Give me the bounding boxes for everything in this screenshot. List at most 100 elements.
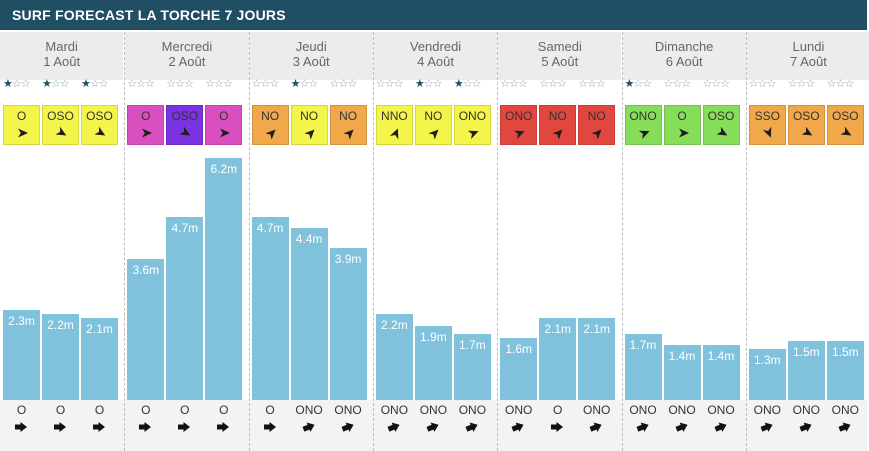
wind-arrow-icon xyxy=(428,129,439,139)
wave-bar xyxy=(624,333,662,400)
star-empty-icon: ☆ xyxy=(711,78,721,90)
star-empty-icon: ☆ xyxy=(347,78,357,90)
star-empty-icon: ☆ xyxy=(98,78,109,90)
wind-cell: NO xyxy=(539,105,577,145)
star-rating: ★☆☆ xyxy=(42,76,79,92)
day-name: Vendredi xyxy=(409,39,462,54)
star-empty-icon: ☆ xyxy=(223,78,233,90)
wave-bar xyxy=(3,310,40,400)
wind-direction: OSO xyxy=(792,109,820,123)
star-empty-icon: ☆ xyxy=(826,78,837,90)
wind-direction: ONO xyxy=(629,109,657,123)
swell-direction: ONO xyxy=(295,403,323,417)
wind-arrow-icon xyxy=(467,130,479,139)
swell-arrow-icon xyxy=(511,422,524,432)
star-empty-icon: ☆ xyxy=(136,78,146,90)
wind-arrow-icon xyxy=(389,128,399,139)
star-rating: ☆☆☆ xyxy=(500,76,537,92)
wind-cell: NNO xyxy=(375,105,413,145)
wind-cell: OSO xyxy=(81,105,118,145)
wind-direction: OSO xyxy=(831,109,859,123)
star-empty-icon: ☆ xyxy=(471,78,482,90)
wind-cell: O xyxy=(127,105,165,145)
star-empty-icon: ☆ xyxy=(89,78,100,90)
day-name: Mercredi xyxy=(161,39,213,54)
wave-bar xyxy=(127,259,165,400)
wind-arrow-icon xyxy=(180,127,191,136)
wind-direction: ONO xyxy=(505,109,533,123)
wind-direction: ONO xyxy=(458,109,487,123)
swell-direction: ONO xyxy=(668,403,696,417)
wind-arrow-icon xyxy=(220,128,231,138)
star-empty-icon: ☆ xyxy=(805,78,816,90)
wave-bar xyxy=(251,216,289,400)
day-separator xyxy=(497,32,499,451)
star-empty-icon: ☆ xyxy=(338,78,348,90)
wave-height-label: 1.7m xyxy=(629,337,657,352)
star-empty-icon: ☆ xyxy=(393,78,404,90)
star-empty-icon: ☆ xyxy=(175,78,185,90)
star-rating: ★☆☆ xyxy=(81,76,118,92)
star-rating: ☆☆☆ xyxy=(205,76,242,92)
wave-height-label: 1.9m xyxy=(420,329,447,344)
day-date: 5 Août xyxy=(541,54,579,69)
swell-arrow-icon xyxy=(139,422,152,432)
swell-direction: ONO xyxy=(753,403,781,417)
wave-height-label: 2.1m xyxy=(544,322,572,337)
star-empty-icon: ☆ xyxy=(844,78,855,90)
star-empty-icon: ☆ xyxy=(269,78,279,90)
star-rating: ★☆☆ xyxy=(625,76,662,92)
star-empty-icon: ☆ xyxy=(548,78,558,90)
star-empty-icon: ☆ xyxy=(166,78,176,90)
star-empty-icon: ☆ xyxy=(757,78,768,90)
swell-direction: ONO xyxy=(831,403,859,417)
swell-direction: O xyxy=(141,403,151,417)
star-rating: ★☆☆ xyxy=(415,76,452,92)
star-empty-icon: ☆ xyxy=(299,78,309,90)
day-date: 7 Août xyxy=(790,54,827,69)
wind-cell: NO xyxy=(251,105,289,145)
star-empty-icon: ☆ xyxy=(720,78,730,90)
star-empty-icon: ☆ xyxy=(11,78,22,90)
star-rating: ☆☆☆ xyxy=(330,76,367,92)
wave-bar xyxy=(375,314,413,400)
star-rating: ☆☆☆ xyxy=(127,76,164,92)
wind-arrow-icon xyxy=(801,127,813,136)
wind-cell: NO xyxy=(290,105,328,145)
star-rating: ☆☆☆ xyxy=(252,76,289,92)
swell-arrow-icon xyxy=(93,422,105,432)
day-separator xyxy=(124,32,126,451)
star-rating: ★☆☆ xyxy=(3,76,40,92)
star-filled-icon: ★ xyxy=(42,78,52,90)
day-date: 6 Août xyxy=(665,54,703,69)
wave-bar xyxy=(539,318,577,400)
star-empty-icon: ☆ xyxy=(702,78,713,90)
wave-bar xyxy=(787,341,825,400)
wind-cell: OSO xyxy=(702,105,740,145)
day-separator xyxy=(372,32,374,451)
wind-cell: ONO xyxy=(453,105,491,145)
star-empty-icon: ☆ xyxy=(556,78,567,90)
wind-cell: SSO xyxy=(748,105,786,145)
star-empty-icon: ☆ xyxy=(787,78,798,90)
swell-arrow-icon xyxy=(589,422,602,432)
wind-cell: OSO xyxy=(42,105,79,145)
wind-cell: O xyxy=(205,105,243,145)
swell-arrow-icon xyxy=(675,422,688,432)
day-name: Samedi xyxy=(537,39,582,54)
wave-height-label: 1.4m xyxy=(707,349,735,364)
wave-height-label: 3.6m xyxy=(132,263,160,278)
wave-bar xyxy=(748,349,786,400)
day-separator xyxy=(621,32,623,451)
star-empty-icon: ☆ xyxy=(251,78,262,90)
star-empty-icon: ☆ xyxy=(500,78,510,90)
wind-direction: O xyxy=(141,109,151,123)
swell-arrow-icon xyxy=(426,422,439,432)
swell-direction: ONO xyxy=(334,403,362,417)
wind-arrow-icon xyxy=(343,129,354,139)
swell-direction: O xyxy=(16,403,27,417)
title-bar: SURF FORECAST LA TORCHE 7 JOURS xyxy=(0,0,867,30)
star-filled-icon: ★ xyxy=(81,78,91,90)
star-filled-icon: ★ xyxy=(3,78,13,90)
